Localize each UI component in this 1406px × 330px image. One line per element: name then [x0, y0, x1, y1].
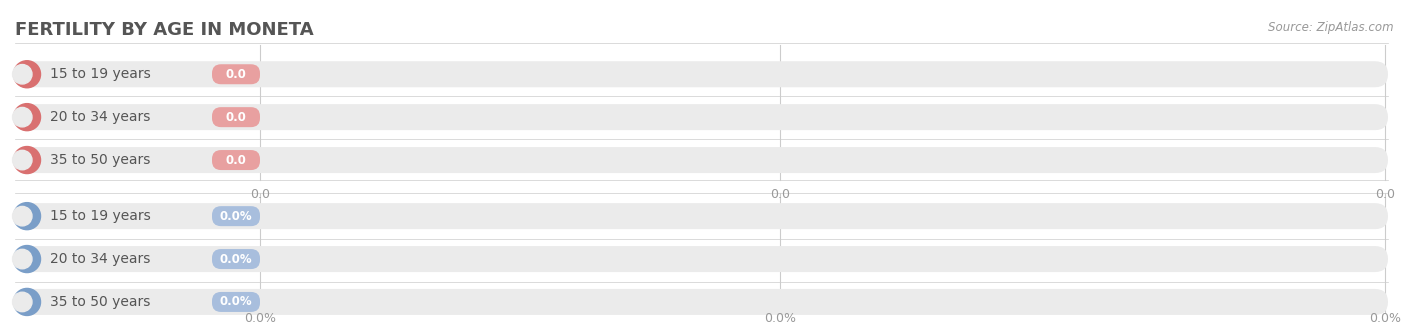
Text: FERTILITY BY AGE IN MONETA: FERTILITY BY AGE IN MONETA [15, 21, 314, 39]
Text: 35 to 50 years: 35 to 50 years [51, 153, 150, 167]
Circle shape [13, 150, 32, 170]
FancyBboxPatch shape [212, 206, 260, 226]
Text: 0.0: 0.0 [225, 111, 246, 124]
Text: 0.0%: 0.0% [219, 295, 252, 309]
FancyBboxPatch shape [15, 246, 1388, 272]
Text: 0.0: 0.0 [770, 188, 790, 201]
Circle shape [14, 246, 41, 273]
Text: 0.0%: 0.0% [219, 252, 252, 266]
Circle shape [13, 207, 32, 226]
Text: Source: ZipAtlas.com: Source: ZipAtlas.com [1268, 21, 1393, 34]
Text: 20 to 34 years: 20 to 34 years [51, 252, 150, 266]
Circle shape [14, 288, 41, 315]
FancyBboxPatch shape [212, 249, 260, 269]
FancyBboxPatch shape [212, 107, 260, 127]
Circle shape [14, 147, 41, 174]
Text: 0.0%: 0.0% [765, 312, 796, 325]
Circle shape [13, 108, 32, 127]
Text: 0.0%: 0.0% [245, 312, 276, 325]
Circle shape [13, 249, 32, 269]
FancyBboxPatch shape [15, 147, 1388, 173]
Circle shape [14, 104, 41, 131]
Text: 0.0: 0.0 [225, 153, 246, 167]
Text: 0.0%: 0.0% [219, 210, 252, 223]
Text: 0.0: 0.0 [1375, 188, 1395, 201]
Circle shape [14, 203, 41, 230]
Circle shape [13, 292, 32, 312]
FancyBboxPatch shape [15, 61, 1388, 87]
FancyBboxPatch shape [212, 64, 260, 84]
Text: 35 to 50 years: 35 to 50 years [51, 295, 150, 309]
Text: 20 to 34 years: 20 to 34 years [51, 110, 150, 124]
FancyBboxPatch shape [15, 203, 1388, 229]
Text: 15 to 19 years: 15 to 19 years [51, 67, 150, 81]
Text: 0.0: 0.0 [250, 188, 270, 201]
Circle shape [14, 61, 41, 88]
Text: 0.0%: 0.0% [1369, 312, 1400, 325]
FancyBboxPatch shape [212, 150, 260, 170]
FancyBboxPatch shape [15, 289, 1388, 315]
Text: 0.0: 0.0 [225, 68, 246, 81]
Circle shape [13, 65, 32, 84]
FancyBboxPatch shape [15, 104, 1388, 130]
FancyBboxPatch shape [212, 292, 260, 312]
Text: 15 to 19 years: 15 to 19 years [51, 209, 150, 223]
